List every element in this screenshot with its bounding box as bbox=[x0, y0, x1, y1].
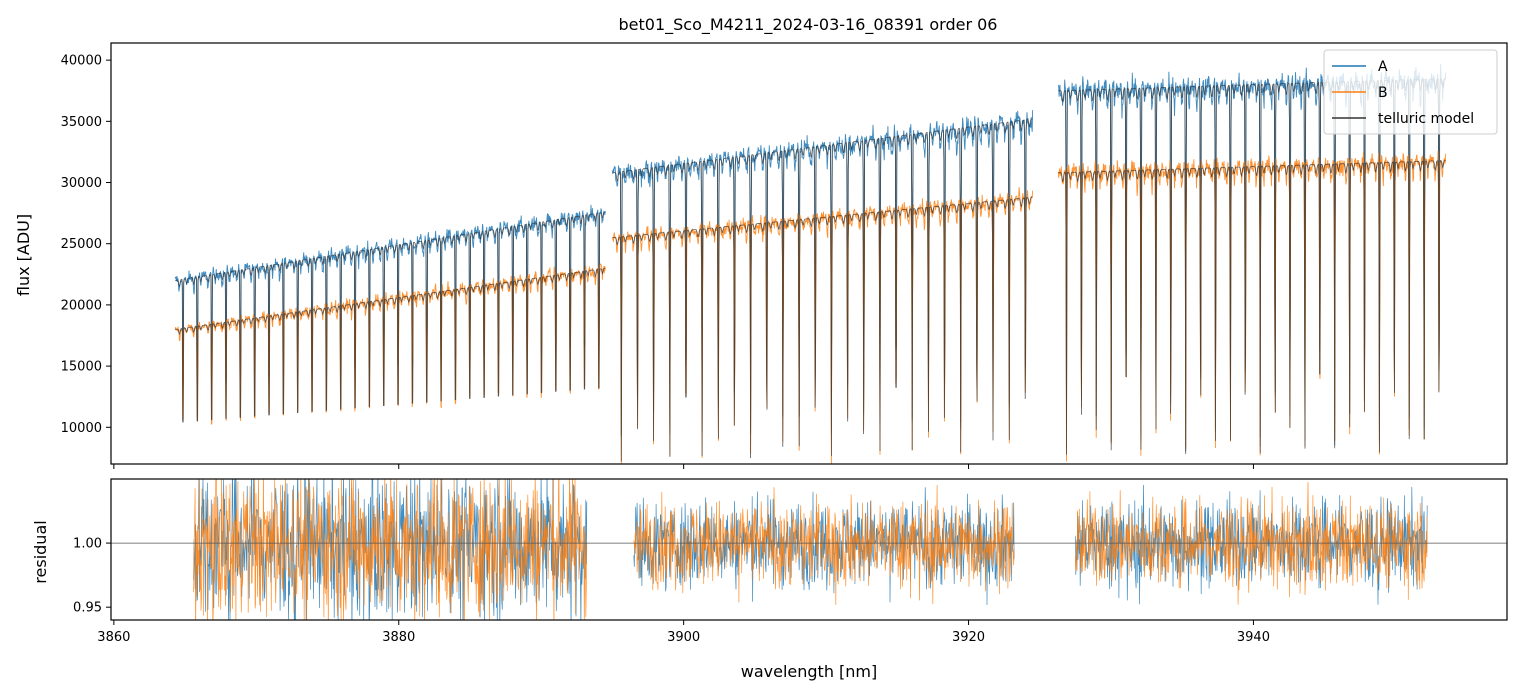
x-axis-label: wavelength [nm] bbox=[741, 662, 878, 681]
telluric-model-b-segment bbox=[175, 267, 606, 423]
top-data-lines bbox=[174, 63, 1447, 464]
bottom-y-ticks: 0.95 1.00 bbox=[73, 537, 111, 616]
bottom-axes-frame bbox=[110, 478, 1508, 621]
series-a-segment bbox=[174, 204, 606, 390]
residual-b-segment bbox=[193, 479, 588, 620]
bottom-x-tick-label: 3900 bbox=[667, 630, 700, 645]
residual-b-segment bbox=[633, 484, 1015, 605]
top-y-axis-label: flux [ADU] bbox=[14, 214, 33, 296]
top-y-tick-label: 15000 bbox=[61, 360, 102, 375]
telluric-model-b-segment bbox=[1058, 160, 1446, 455]
top-y-ticks: 10000 15000 20000 25000 30000 35000 40000 bbox=[61, 54, 111, 436]
telluric-model-a-segment bbox=[612, 118, 1033, 436]
series-a-segment bbox=[611, 110, 1034, 438]
bottom-data-lines bbox=[193, 479, 1428, 620]
series-b-segment bbox=[611, 187, 1034, 464]
top-y-tick-label: 30000 bbox=[61, 176, 102, 191]
top-y-tick-label: 10000 bbox=[61, 421, 102, 436]
top-axes-frame bbox=[110, 42, 1508, 465]
bottom-x-ticks: 3860 3880 3900 3920 3940 bbox=[97, 620, 1270, 645]
bottom-y-axis-label: residual bbox=[31, 520, 50, 583]
series-b-segment bbox=[1057, 150, 1447, 462]
telluric-model-a-segment bbox=[175, 211, 606, 386]
telluric-model-b-segment bbox=[612, 196, 1033, 462]
bottom-x-tick-label: 3920 bbox=[952, 630, 985, 645]
legend-label-a: A bbox=[1378, 59, 1388, 75]
legend-label-model: telluric model bbox=[1378, 111, 1474, 127]
legend-box bbox=[1323, 49, 1498, 135]
top-panel: 10000 15000 20000 25000 30000 35000 40000 flux… bbox=[14, 42, 1508, 469]
legend: A B telluric model bbox=[1323, 49, 1498, 135]
legend-label-b: B bbox=[1378, 85, 1388, 101]
residual-b-segment bbox=[1075, 481, 1428, 605]
top-y-tick-label: 40000 bbox=[61, 54, 102, 69]
chart-title: bet01_Sco_M4211_2024-03-16_08391 order 0… bbox=[619, 15, 998, 35]
bottom-panel: 0.95 1.00 3860 3880 3900 3920 3940 residual w… bbox=[31, 478, 1508, 681]
top-y-tick-label: 25000 bbox=[61, 237, 102, 252]
top-y-tick-label: 35000 bbox=[61, 115, 102, 130]
bottom-x-tick-label: 3880 bbox=[382, 630, 415, 645]
top-y-tick-label: 20000 bbox=[61, 298, 102, 313]
bottom-x-tick-label: 3860 bbox=[97, 630, 130, 645]
bottom-y-tick-label: 0.95 bbox=[73, 601, 102, 616]
bottom-x-tick-label: 3940 bbox=[1237, 630, 1270, 645]
top-x-ticks bbox=[113, 464, 1254, 469]
bottom-y-tick-label: 1.00 bbox=[73, 537, 102, 552]
